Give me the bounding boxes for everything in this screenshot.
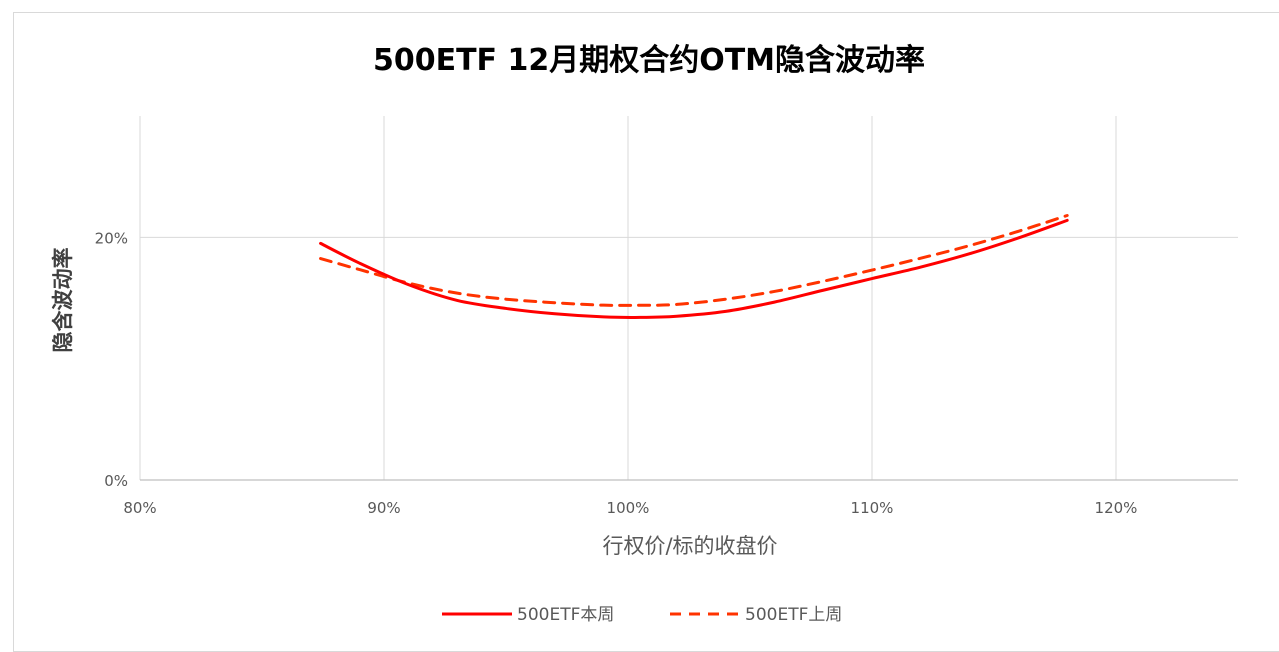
- y-tick-label: 20%: [95, 229, 128, 247]
- x-axis-label: 行权价/标的收盘价: [602, 534, 777, 558]
- x-tick-label: 80%: [123, 499, 156, 517]
- y-axis-label: 隐含波动率: [51, 248, 75, 353]
- legend-label-this-week: 500ETF本周: [517, 605, 614, 625]
- x-tick-labels: 80% 90% 100% 110% 120%: [123, 499, 1137, 517]
- chart-frame: [13, 12, 1279, 652]
- x-tick-label: 120%: [1095, 499, 1138, 517]
- chart-title: 500ETF 12月期权合约OTM隐含波动率: [373, 43, 925, 78]
- x-tick-label: 100%: [607, 499, 650, 517]
- gridlines: [139, 116, 1238, 480]
- legend: 500ETF本周 500ETF上周: [442, 605, 842, 625]
- x-tick-label: 90%: [367, 499, 400, 517]
- series-line-last-week: [319, 213, 1069, 307]
- y-tick-labels: 0% 20%: [95, 229, 128, 490]
- legend-label-last-week: 500ETF上周: [745, 605, 842, 625]
- y-tick-label: 0%: [104, 472, 128, 490]
- series-layer: [319, 213, 1069, 319]
- x-tick-label: 110%: [851, 499, 894, 517]
- series-line-this-week: [319, 218, 1069, 319]
